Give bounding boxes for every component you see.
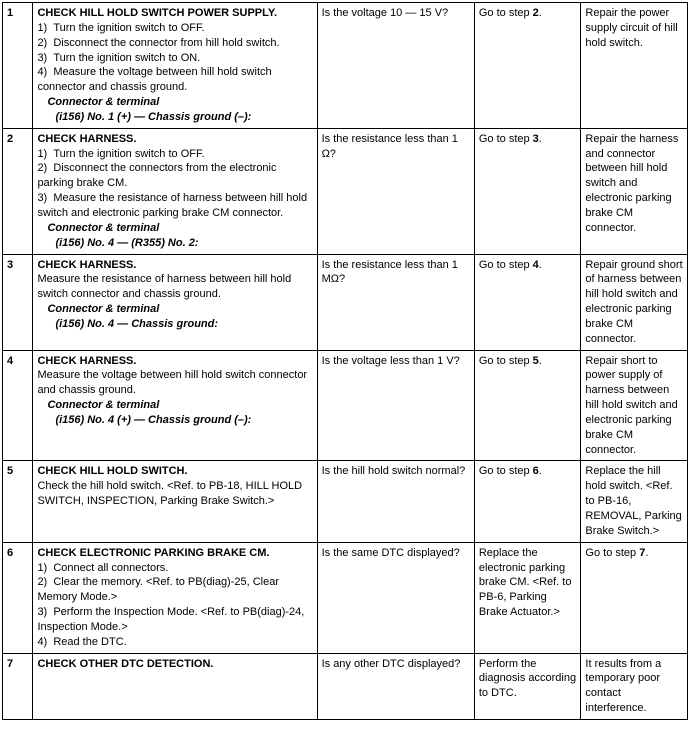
connector-label: Connector & terminal bbox=[37, 221, 312, 236]
step-number: 3 bbox=[3, 254, 33, 350]
procedure-cell: CHECK OTHER DTC DETECTION. bbox=[33, 653, 317, 719]
step-number: 7 bbox=[3, 653, 33, 719]
diagnostic-table: 1CHECK HILL HOLD SWITCH POWER SUPPLY.1) … bbox=[2, 2, 688, 720]
yes-cell: Perform the diagnosis according to DTC. bbox=[474, 653, 581, 719]
procedure-cell: CHECK HILL HOLD SWITCH POWER SUPPLY.1) T… bbox=[33, 3, 317, 129]
step-number: 2 bbox=[3, 128, 33, 254]
step-line: 4) Read the DTC. bbox=[37, 635, 312, 650]
procedure-cell: CHECK HARNESS.Measure the resistance of … bbox=[33, 254, 317, 350]
procedure-cell: CHECK HILL HOLD SWITCH.Check the hill ho… bbox=[33, 461, 317, 542]
step-title: CHECK HARNESS. bbox=[37, 258, 312, 273]
step-line: Check the hill hold switch. <Ref. to PB-… bbox=[37, 479, 312, 509]
step-title: CHECK OTHER DTC DETECTION. bbox=[37, 657, 312, 672]
check-cell: Is the hill hold switch normal? bbox=[317, 461, 474, 542]
connector-detail: (i156) No. 4 — Chassis ground: bbox=[37, 317, 312, 332]
connector-detail: (i156) No. 1 (+) — Chassis ground (–): bbox=[37, 110, 312, 125]
table-row: 2CHECK HARNESS.1) Turn the ignition swit… bbox=[3, 128, 688, 254]
step-line: Measure the voltage between hill hold sw… bbox=[37, 368, 312, 398]
no-cell: Replace the hill hold switch. <Ref. to P… bbox=[581, 461, 688, 542]
step-title: CHECK HARNESS. bbox=[37, 132, 312, 147]
connector-detail: (i156) No. 4 (+) — Chassis ground (–): bbox=[37, 413, 312, 428]
table-row: 4CHECK HARNESS.Measure the voltage betwe… bbox=[3, 350, 688, 461]
table-row: 1CHECK HILL HOLD SWITCH POWER SUPPLY.1) … bbox=[3, 3, 688, 129]
connector-label: Connector & terminal bbox=[37, 398, 312, 413]
step-line: 2) Disconnect the connectors from the el… bbox=[37, 161, 312, 191]
step-number: 5 bbox=[3, 461, 33, 542]
step-line: 3) Perform the Inspection Mode. <Ref. to… bbox=[37, 605, 312, 635]
step-line: 1) Turn the ignition switch to OFF. bbox=[37, 21, 312, 36]
no-cell: Repair short to power supply of harness … bbox=[581, 350, 688, 461]
step-line: 4) Measure the voltage between hill hold… bbox=[37, 65, 312, 95]
yes-cell: Go to step 6. bbox=[474, 461, 581, 542]
step-line: 1) Turn the ignition switch to OFF. bbox=[37, 147, 312, 162]
step-line: Measure the resistance of harness betwee… bbox=[37, 272, 312, 302]
connector-label: Connector & terminal bbox=[37, 302, 312, 317]
table-row: 3CHECK HARNESS.Measure the resistance of… bbox=[3, 254, 688, 350]
step-line: 3) Turn the ignition switch to ON. bbox=[37, 51, 312, 66]
step-number: 6 bbox=[3, 542, 33, 653]
check-cell: Is any other DTC displayed? bbox=[317, 653, 474, 719]
procedure-cell: CHECK HARNESS.Measure the voltage betwee… bbox=[33, 350, 317, 461]
yes-cell: Go to step 5. bbox=[474, 350, 581, 461]
check-cell: Is the voltage 10 — 15 V? bbox=[317, 3, 474, 129]
connector-detail: (i156) No. 4 — (R355) No. 2: bbox=[37, 236, 312, 251]
check-cell: Is the same DTC displayed? bbox=[317, 542, 474, 653]
no-cell: It results from a temporary poor contact… bbox=[581, 653, 688, 719]
table-row: 5CHECK HILL HOLD SWITCH.Check the hill h… bbox=[3, 461, 688, 542]
yes-cell: Go to step 4. bbox=[474, 254, 581, 350]
step-title: CHECK ELECTRONIC PARKING BRAKE CM. bbox=[37, 546, 312, 561]
table-row: 7 CHECK OTHER DTC DETECTION. Is any other … bbox=[3, 653, 688, 719]
step-number: 1 bbox=[3, 3, 33, 129]
no-cell: Repair the power supply circuit of hill … bbox=[581, 3, 688, 129]
step-title: CHECK HARNESS. bbox=[37, 354, 312, 369]
yes-cell: Go to step 2. bbox=[474, 3, 581, 129]
step-line: 3) Measure the resistance of harness bet… bbox=[37, 191, 312, 221]
no-cell: Repair ground short of harness between h… bbox=[581, 254, 688, 350]
check-cell: Is the resistance less than 1 MΩ? bbox=[317, 254, 474, 350]
check-cell: Is the voltage less than 1 V? bbox=[317, 350, 474, 461]
step-title: CHECK HILL HOLD SWITCH POWER SUPPLY. bbox=[37, 6, 312, 21]
no-cell: Repair the harness and connector between… bbox=[581, 128, 688, 254]
table-row: 6CHECK ELECTRONIC PARKING BRAKE CM.1) Co… bbox=[3, 542, 688, 653]
yes-cell: Go to step 3. bbox=[474, 128, 581, 254]
step-number: 4 bbox=[3, 350, 33, 461]
step-line: 2) Clear the memory. <Ref. to PB(diag)-2… bbox=[37, 575, 312, 605]
step-line: 1) Connect all connectors. bbox=[37, 561, 312, 576]
no-cell: Go to step 7. bbox=[581, 542, 688, 653]
connector-label: Connector & terminal bbox=[37, 95, 312, 110]
procedure-cell: CHECK ELECTRONIC PARKING BRAKE CM.1) Con… bbox=[33, 542, 317, 653]
step-line: 2) Disconnect the connector from hill ho… bbox=[37, 36, 312, 51]
check-cell: Is the resistance less than 1 Ω? bbox=[317, 128, 474, 254]
procedure-cell: CHECK HARNESS.1) Turn the ignition switc… bbox=[33, 128, 317, 254]
step-title: CHECK HILL HOLD SWITCH. bbox=[37, 464, 312, 479]
yes-cell: Replace the electronic parking brake CM.… bbox=[474, 542, 581, 653]
